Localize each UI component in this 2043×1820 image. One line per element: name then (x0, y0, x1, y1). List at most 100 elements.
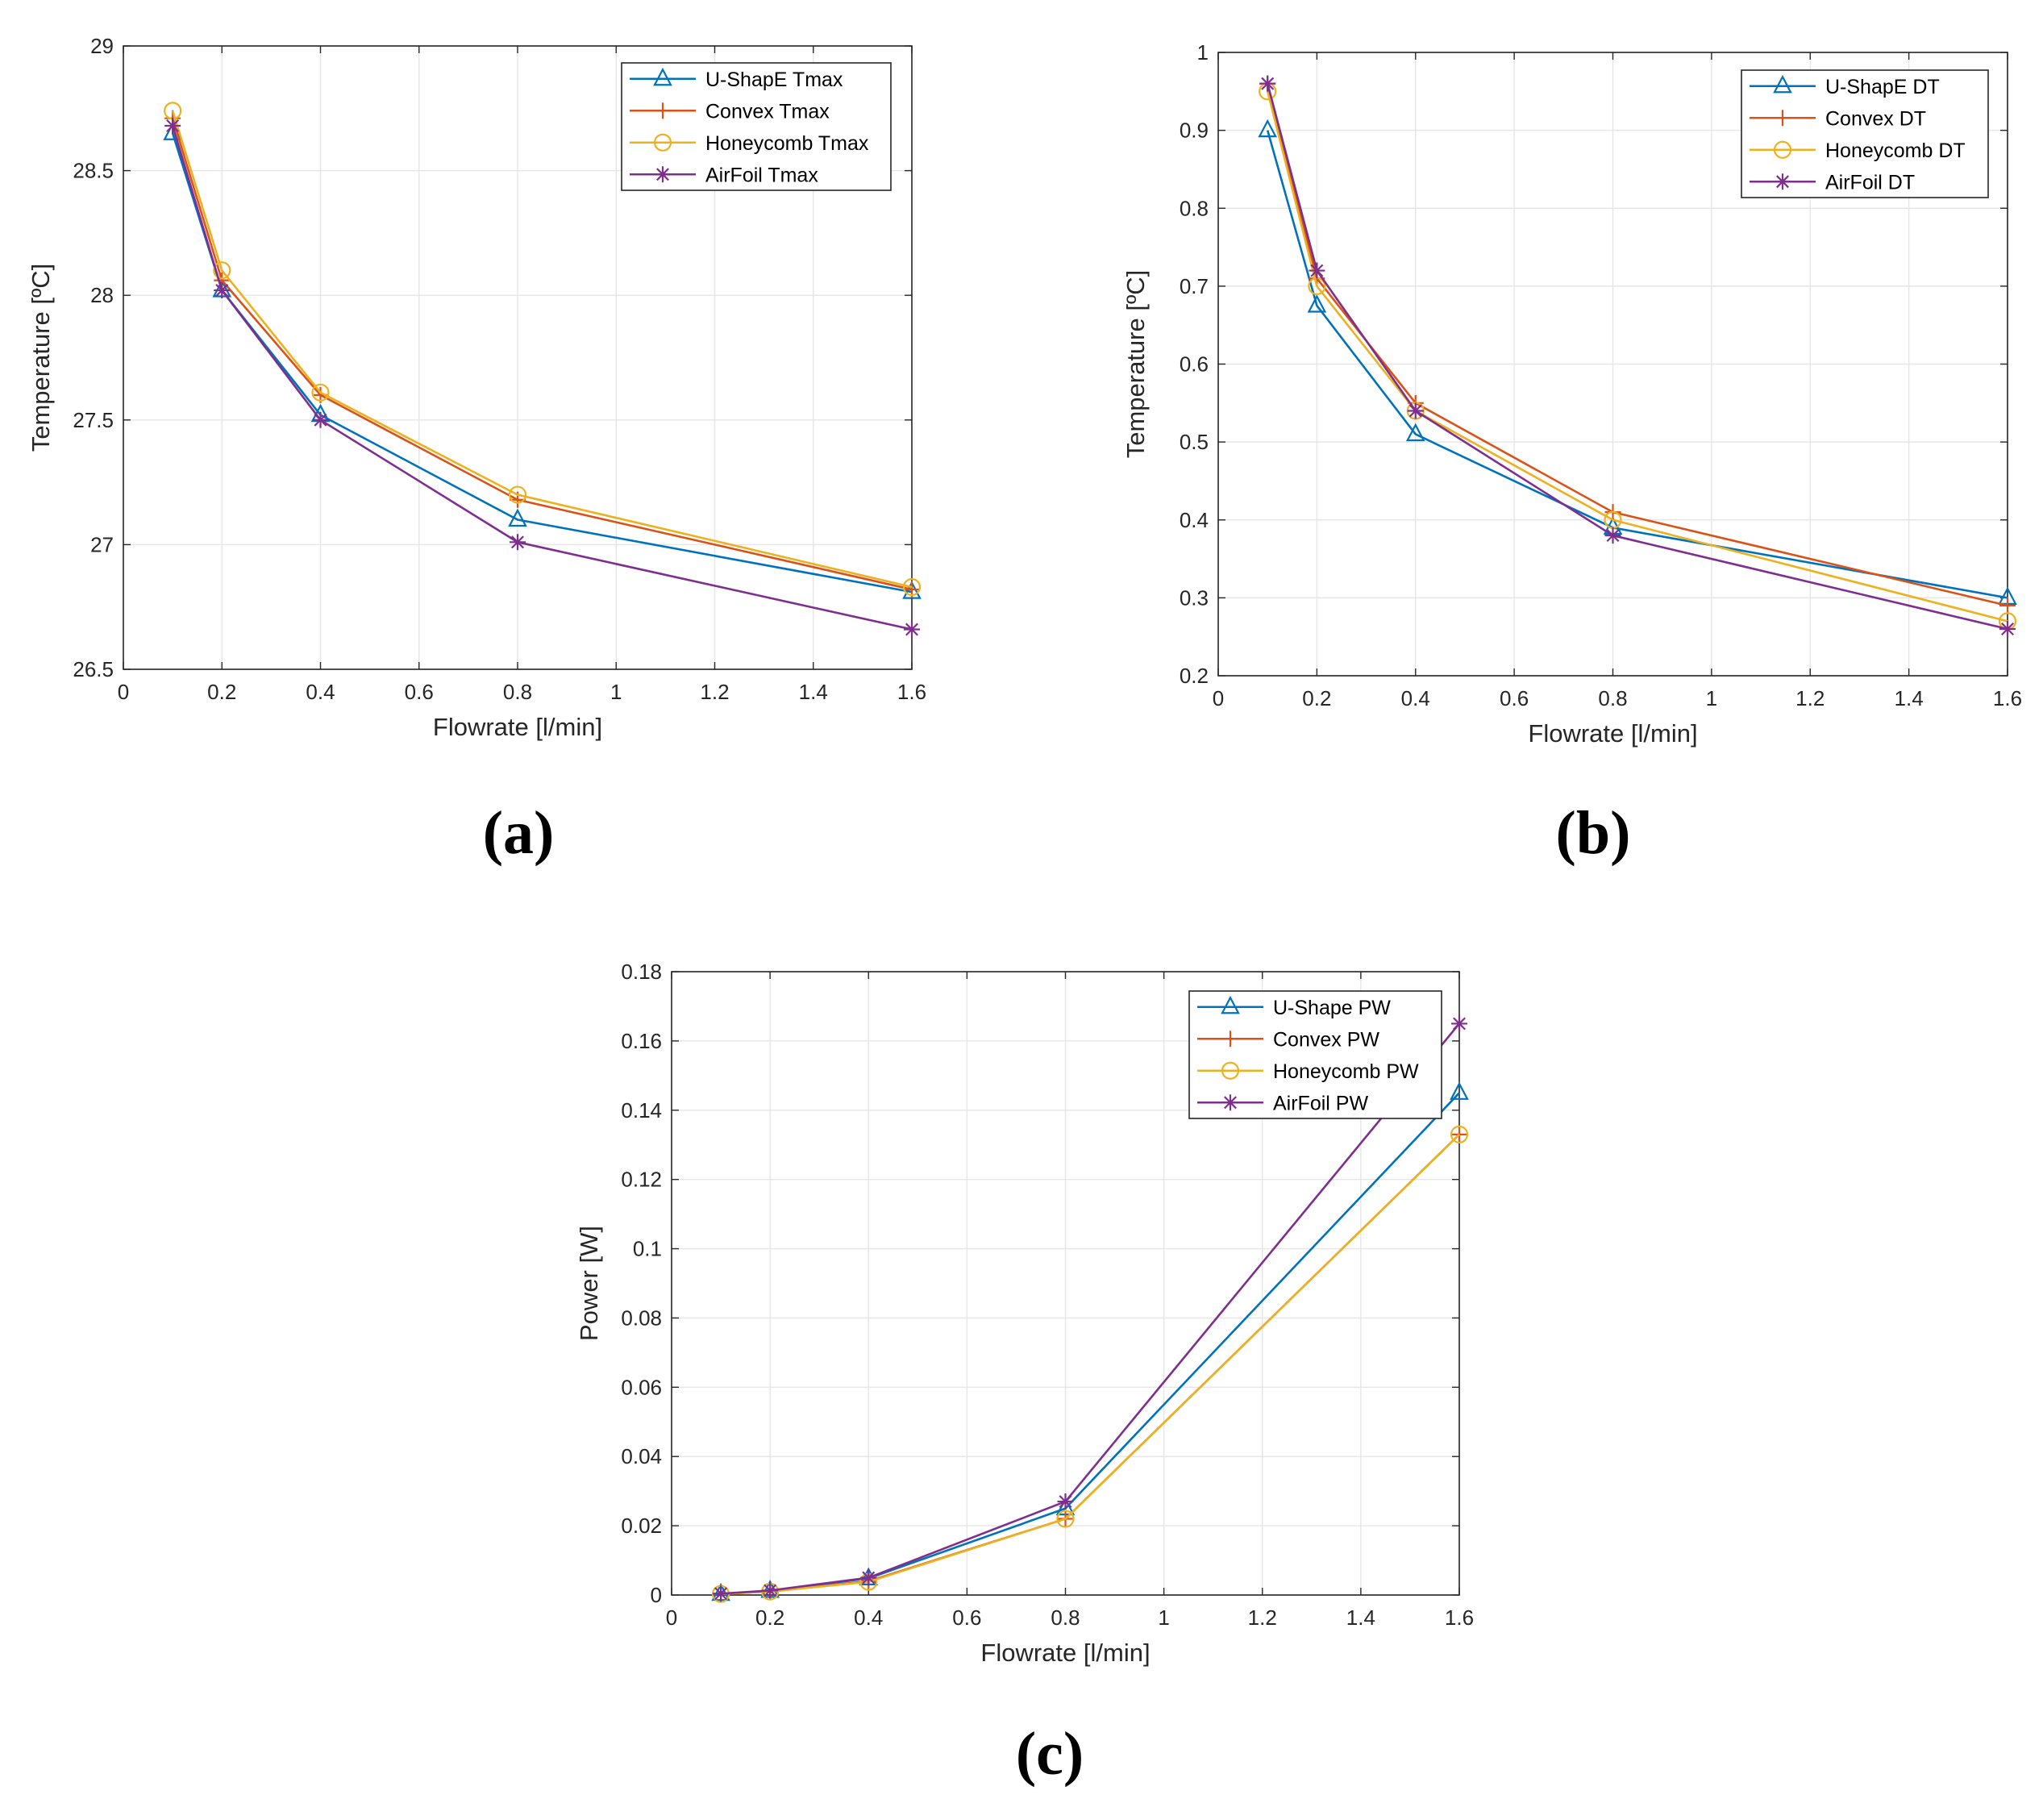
chart-b-dt: 0 0.2 0.4 0.6 0.8 1 1.2 1.4 1.60.20.30.40.50.60.… (1121, 40, 2022, 867)
x-tick-label: 0 (118, 680, 129, 704)
x-axis-label: Flowrate [l/min] (1528, 719, 1697, 748)
y-tick-label: 27.5 (73, 408, 114, 432)
data-point-3 (1451, 1015, 1467, 1032)
chart-c-power: 0 0.2 0.4 0.6 0.8 1 1.2 1.4 1.6 0 0.02 0.04 0.06 0.08… (575, 960, 1474, 1788)
data-point-3 (214, 282, 231, 299)
legend: U-ShapE DT Convex DT Honeycomb DT AirFoil D… (1741, 69, 1989, 198)
x-tick-label: 0.8 (1598, 686, 1627, 710)
legend-label-1: Convex DT (1825, 107, 1926, 130)
legend-marker-0 (1221, 995, 1240, 1014)
data-point-3 (1999, 621, 2016, 638)
legend-label-2: Honeycomb PW (1273, 1060, 1419, 1083)
legend-marker-2 (1221, 1061, 1240, 1080)
x-axis-label: Flowrate [l/min] (980, 1639, 1150, 1667)
y-tick-label: 1 (1197, 40, 1209, 65)
data-point-0 (1258, 119, 1278, 138)
x-tick-label: 1 (1706, 686, 1717, 710)
data-point-3 (312, 411, 329, 428)
data-point-3 (762, 1582, 779, 1599)
legend-marker-1 (655, 102, 671, 119)
legend-marker-3 (1775, 173, 1791, 190)
data-point-3 (1407, 402, 1424, 419)
data-point-2 (902, 577, 922, 597)
data-point-3 (1604, 527, 1621, 544)
legend-label-3: AirFoil PW (1273, 1092, 1368, 1114)
x-tick-label: 0.2 (1302, 686, 1331, 710)
legend-marker-2 (653, 133, 672, 152)
legend-label-1: Convex PW (1273, 1028, 1379, 1051)
legend-label-2: Honeycomb Tmax (705, 132, 869, 155)
legend: U-ShapE Tmax Convex Tmax Honeycomb Tmax Air… (621, 62, 892, 191)
data-point-2 (1450, 1125, 1469, 1143)
legend-label-2: Honeycomb DT (1825, 140, 1966, 162)
y-tick-label: 0.6 (1180, 352, 1209, 377)
legend-marker-1 (1775, 110, 1791, 127)
data-point-2 (508, 485, 527, 504)
x-axis-label: Flowrate [l/min] (433, 713, 602, 741)
x-tick-label: 0.6 (405, 680, 434, 704)
data-point-3 (1259, 75, 1276, 92)
y-tick-label: 0.02 (621, 1514, 662, 1538)
x-tick-label: 0.6 (1500, 686, 1529, 710)
y-tick-label: 28 (90, 283, 114, 307)
panel-caption: (c) (1016, 1720, 1084, 1788)
panel-caption: (a) (483, 799, 555, 867)
y-tick-label: 0.8 (1180, 196, 1209, 220)
legend-marker-3 (1222, 1094, 1238, 1111)
y-tick-label: 0.06 (621, 1375, 662, 1399)
legend-marker-1 (1222, 1031, 1238, 1047)
x-tick-label: 1.6 (1993, 686, 2022, 710)
y-tick-label: 28.5 (73, 159, 114, 183)
data-point-2 (1056, 1510, 1075, 1528)
y-tick-label: 29 (90, 34, 114, 58)
x-tick-label: 1.6 (1445, 1606, 1474, 1630)
x-tick-label: 0.6 (952, 1606, 981, 1630)
legend-marker-2 (1773, 140, 1792, 159)
y-tick-label: 27 (90, 532, 114, 556)
x-tick-label: 1 (610, 680, 622, 704)
legend-marker-0 (653, 67, 672, 86)
y-tick-label: 0.08 (621, 1306, 662, 1330)
data-point-3 (713, 1585, 730, 1602)
data-point-0 (508, 508, 527, 527)
y-tick-label: 0.04 (621, 1444, 662, 1468)
x-tick-label: 0 (666, 1606, 677, 1630)
legend-label-3: AirFoil Tmax (705, 164, 818, 186)
x-tick-label: 1.4 (1346, 1606, 1375, 1630)
x-tick-label: 0 (1213, 686, 1224, 710)
legend: U-Shape PW Convex PW Honeycomb PW AirFoil P… (1188, 990, 1442, 1119)
legend-label-0: U-ShapE DT (1825, 76, 1940, 98)
y-tick-label: 0.1 (633, 1237, 662, 1261)
y-tick-label: 0.9 (1180, 119, 1209, 143)
data-point-0 (1450, 1081, 1469, 1100)
data-point-1 (1999, 598, 2016, 614)
x-tick-label: 0.8 (1051, 1606, 1080, 1630)
y-axis-label: Power [W] (575, 1226, 603, 1341)
x-tick-label: 0.4 (1401, 686, 1430, 710)
y-tick-label: 0.3 (1180, 585, 1209, 610)
panel-caption: (b) (1556, 799, 1631, 867)
data-point-0 (1307, 294, 1327, 313)
series-line-2 (171, 110, 913, 589)
data-point-0 (1405, 423, 1425, 442)
legend-marker-3 (655, 166, 671, 183)
x-tick-label: 0.2 (207, 680, 236, 704)
data-point-3 (1057, 1493, 1074, 1510)
x-tick-label: 1 (1158, 1606, 1169, 1630)
x-tick-label: 0.4 (854, 1606, 883, 1630)
y-tick-label: 0.5 (1180, 430, 1209, 454)
x-tick-label: 0.2 (755, 1606, 784, 1630)
x-tick-label: 1.4 (1895, 686, 1924, 710)
legend-marker-0 (1773, 74, 1792, 94)
data-point-3 (164, 117, 181, 134)
series-line-0 (1266, 130, 2008, 599)
y-tick-label: 0.16 (621, 1029, 662, 1053)
chart-a-tmax: 0 0.2 0.4 0.6 0.8 1 1.2 1.4 1.6 26.5 27 27.5 28 28.5 2… (27, 34, 926, 867)
y-tick-label: 0.7 (1180, 274, 1209, 298)
y-axis-label: Temperature [ºC] (1121, 270, 1150, 459)
legend-label-0: U-ShapE Tmax (705, 69, 843, 91)
data-point-3 (904, 621, 920, 638)
x-tick-label: 0.4 (306, 680, 335, 704)
y-tick-label: 0.12 (621, 1168, 662, 1192)
